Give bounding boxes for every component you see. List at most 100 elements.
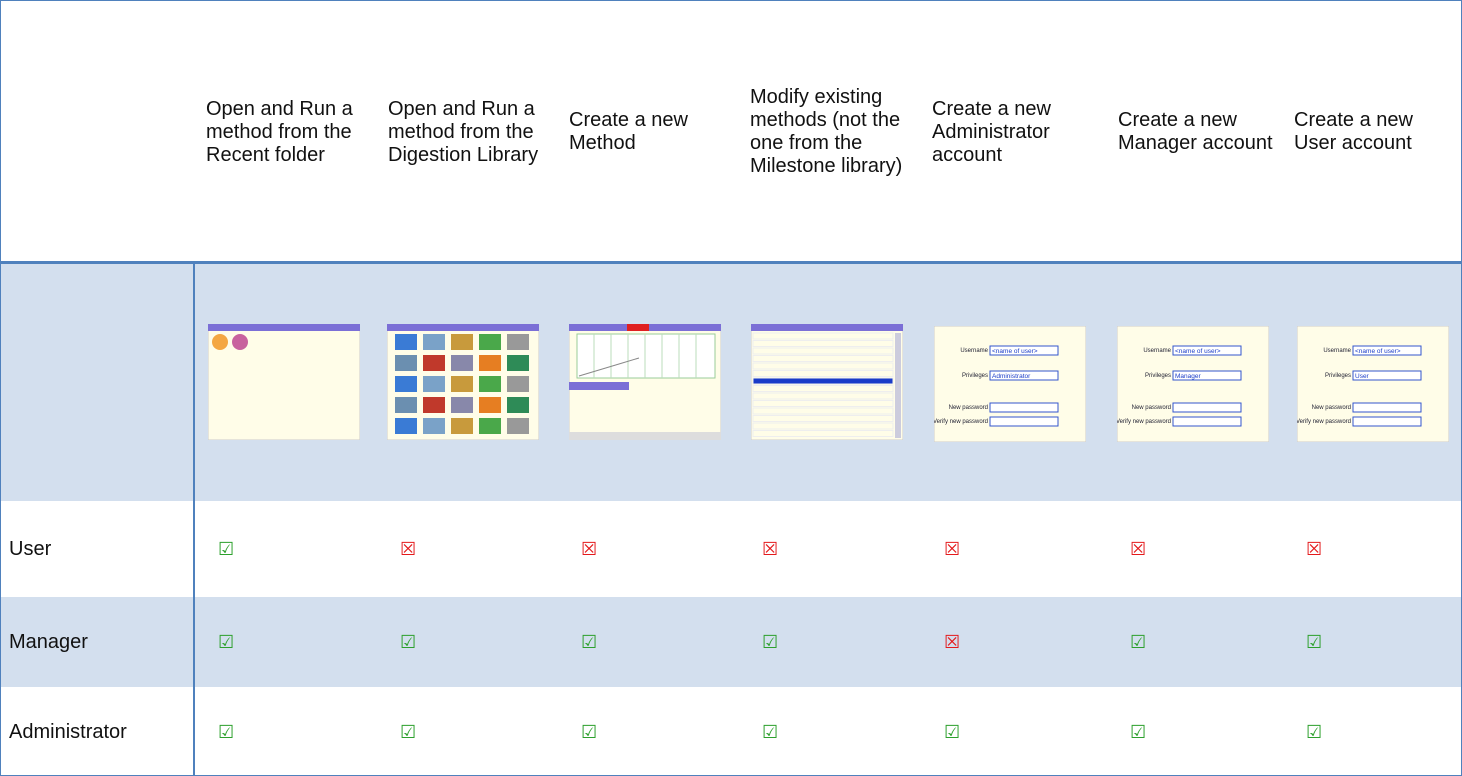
column-divider: [193, 263, 195, 775]
list-row: [752, 355, 894, 362]
permission-mark: ☑: [400, 631, 417, 652]
permission-mark: ☑: [1306, 631, 1323, 652]
icon: [479, 418, 501, 434]
icon: [423, 334, 445, 350]
list-row: [752, 332, 894, 340]
icon: [395, 397, 417, 413]
row-label: Administrator: [9, 720, 127, 743]
list-row: [752, 340, 894, 347]
permission-mark: ☑: [1130, 631, 1147, 652]
icon: [423, 355, 445, 371]
password-field: [989, 402, 1059, 413]
permission-mark: ☑: [944, 721, 961, 742]
tabs: [569, 432, 721, 440]
password-field: [1352, 402, 1422, 413]
icon: [507, 334, 529, 350]
form-label: Privileges: [962, 373, 988, 379]
icon: [507, 355, 529, 371]
permission-mark: ☑: [218, 721, 235, 742]
permission-mark: ☒: [762, 538, 779, 559]
form-label: Verify new password: [934, 419, 988, 425]
icon: [479, 397, 501, 413]
permission-mark: ☒: [400, 538, 417, 559]
text-field: [1352, 345, 1422, 356]
icon: [507, 418, 529, 434]
field-value: User: [1355, 373, 1370, 380]
column-header: Create a new Manager account: [1118, 109, 1273, 154]
column-header: Create a new Administrator account: [932, 97, 1051, 166]
field-value: <name of user>: [1355, 348, 1401, 355]
form-label: New password: [949, 405, 988, 411]
screenshot-thumbnail: Username <name of user> Privileges User New …: [1297, 326, 1449, 442]
icon: [395, 334, 417, 350]
permission-mark: ☑: [581, 721, 598, 742]
row-bg: [1, 597, 1461, 687]
icon: [451, 355, 473, 371]
form-label: Username: [1323, 348, 1351, 354]
field-value: <name of user>: [1175, 348, 1221, 355]
screenshot-thumbnail: Username <name of user> Privileges Manager N…: [1117, 326, 1269, 442]
form-label: New password: [1312, 405, 1351, 411]
permission-mark: ☑: [218, 538, 235, 559]
row-label: User: [9, 537, 52, 560]
icon: [451, 334, 473, 350]
password-field: [1172, 402, 1242, 413]
field-value: Manager: [1175, 373, 1201, 380]
permission-mark: ☒: [581, 538, 598, 559]
icon: [507, 376, 529, 392]
table-header: [569, 382, 629, 390]
dropdown: [1352, 370, 1422, 381]
column-header: Open and Run a method from the Recent fo…: [206, 97, 353, 166]
form-label: Username: [960, 348, 988, 354]
text-field: [1172, 345, 1242, 356]
permission-mark: ☑: [400, 721, 417, 742]
form-label: Privileges: [1145, 373, 1171, 379]
form-label: Username: [1143, 348, 1171, 354]
list-row: [752, 392, 894, 400]
list-row: [752, 377, 894, 385]
icon: [451, 397, 473, 413]
icon: [451, 376, 473, 392]
password-field: [1172, 416, 1242, 427]
scrollbar: [895, 333, 901, 438]
title-bar: [751, 324, 903, 331]
title-bar: [208, 324, 360, 331]
header-divider: [1, 261, 1461, 264]
title-bar: [387, 324, 539, 331]
list-row: [752, 430, 894, 437]
screenshot-thumbnail: [387, 324, 539, 440]
row-label: Manager: [9, 630, 88, 653]
permission-mark: ☒: [1130, 538, 1147, 559]
form-label: Privileges: [1325, 373, 1351, 379]
icon: [423, 397, 445, 413]
graph: [576, 333, 716, 379]
list-row: [752, 385, 894, 392]
column-header: Create a new Method: [569, 109, 688, 154]
icon: [423, 376, 445, 392]
form-label: Verify new password: [1297, 419, 1351, 425]
screen: [208, 324, 360, 440]
password-field: [989, 416, 1059, 427]
list-row: [752, 370, 894, 377]
list-row: [752, 362, 894, 370]
icon: [423, 418, 445, 434]
list-row: [752, 422, 894, 430]
permission-mark: ☑: [218, 631, 235, 652]
permission-mark: ☒: [1306, 538, 1323, 559]
icon: [507, 397, 529, 413]
permission-mark: ☑: [1306, 721, 1323, 742]
permission-mark: ☑: [762, 631, 779, 652]
icon: [479, 355, 501, 371]
text-field: [989, 345, 1059, 356]
list-row: [752, 347, 894, 355]
screenshot-thumbnail: [751, 324, 903, 440]
icon: [232, 334, 248, 350]
icon: [395, 376, 417, 392]
icon: [479, 376, 501, 392]
column-header: Create a new User account: [1294, 109, 1413, 154]
icon: [479, 334, 501, 350]
toolbar-button: [627, 324, 649, 331]
permission-mark: ☑: [762, 721, 779, 742]
dropdown: [1172, 370, 1242, 381]
